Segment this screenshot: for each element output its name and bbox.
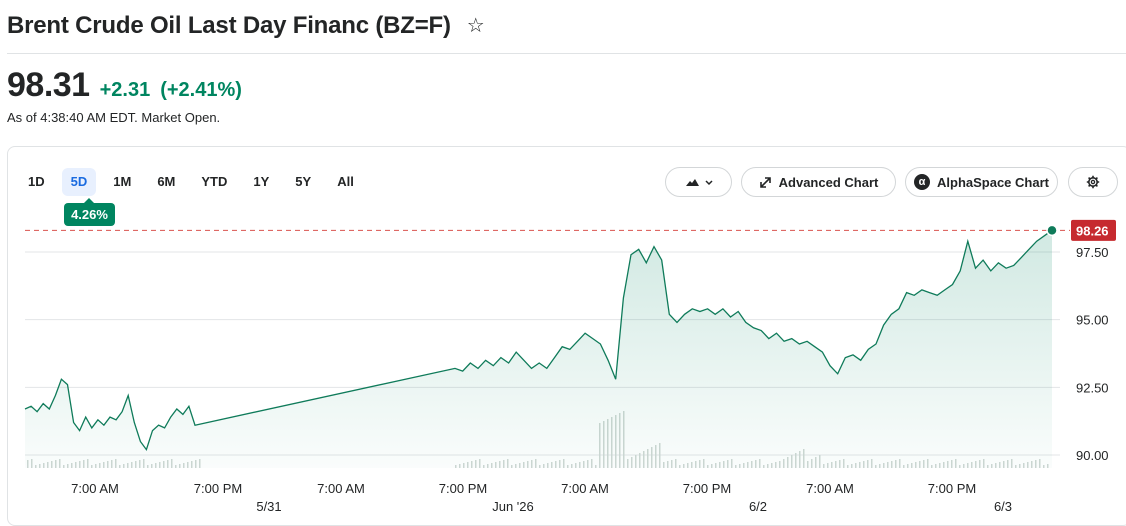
price-change-percent: (+2.41%) (160, 79, 242, 101)
date-tick-label: 5/31 (256, 499, 281, 514)
gear-icon (1086, 175, 1100, 189)
page-title: Brent Crude Oil Last Day Financ (BZ=F) (7, 12, 451, 39)
x-tick-label: 7:00 AM (561, 481, 609, 496)
divider (7, 53, 1126, 54)
current-price-label: 98.26 (1076, 223, 1109, 238)
current-price-tag: 98.26 (1071, 219, 1116, 241)
range-all[interactable]: All (337, 174, 354, 189)
x-tick-label: 7:00 AM (71, 481, 119, 496)
current-price-dot (1046, 224, 1058, 237)
x-tick-label: 7:00 PM (439, 481, 487, 496)
x-tick-label: 7:00 AM (317, 481, 365, 496)
alphaspace-icon: α (914, 174, 930, 190)
range-5d[interactable]: 5D (61, 168, 97, 196)
price-change: +2.31 (99, 79, 151, 101)
current-price: 98.31 (7, 66, 90, 104)
star-icon[interactable]: ☆ (466, 15, 485, 37)
y-tick-label: 95.00 (1076, 313, 1109, 328)
range-1m[interactable]: 1M (113, 174, 132, 189)
x-tick-label: 7:00 AM (806, 481, 854, 496)
mountain-chart-icon (685, 179, 713, 186)
advanced-chart-button[interactable]: Advanced Chart (741, 167, 896, 197)
x-tick-label: 7:00 PM (928, 481, 976, 496)
y-tick-label: 92.50 (1076, 380, 1109, 395)
date-tick-label: Jun '26 (492, 499, 534, 514)
alphaspace-chart-button[interactable]: α AlphaSpace Chart (905, 167, 1058, 197)
quote-header: Brent Crude Oil Last Day Financ (BZ=F) ☆ (7, 8, 485, 44)
range-6m[interactable]: 6M (157, 174, 176, 189)
date-tick-label: 6/2 (749, 499, 767, 514)
alphaspace-chart-label: AlphaSpace Chart (937, 174, 1049, 190)
as-of-timestamp: As of 4:38:40 AM EDT. Market Open. (7, 110, 221, 125)
range-1d[interactable]: 1D (28, 174, 45, 189)
chart-type-button[interactable] (665, 167, 732, 197)
price-area (25, 230, 1052, 468)
range-selector: 1D 5D 1M 6M YTD 1Y 5Y All (19, 168, 371, 196)
y-tick-label: 97.50 (1076, 245, 1109, 260)
y-tick-label: 90.00 (1076, 448, 1109, 463)
range-performance-badge: 4.26% (64, 198, 115, 226)
advanced-chart-label: Advanced Chart (778, 174, 879, 190)
range-5y[interactable]: 5Y (295, 174, 312, 189)
date-tick-label: 6/3 (994, 499, 1012, 514)
x-tick-label: 7:00 PM (194, 481, 242, 496)
range-ytd[interactable]: YTD (201, 174, 228, 189)
price-summary: 98.31 +2.31 (+2.41%) (7, 66, 242, 105)
expand-icon (759, 176, 772, 189)
chart-settings-button[interactable] (1068, 167, 1118, 197)
price-line (24, 229, 1053, 452)
x-tick-label: 7:00 PM (683, 481, 731, 496)
range-1y[interactable]: 1Y (253, 174, 270, 189)
